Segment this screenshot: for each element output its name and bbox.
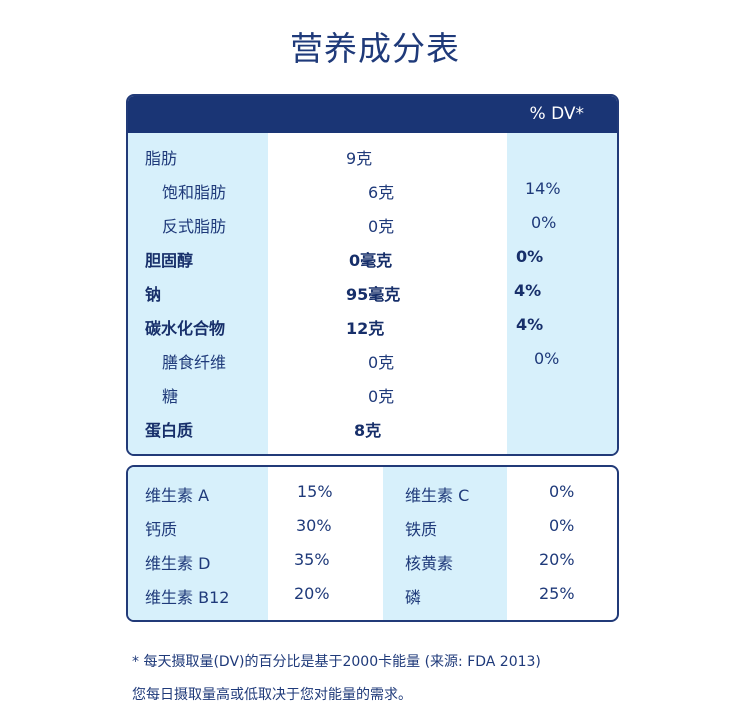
table-row: 糖 0克: [128, 376, 617, 410]
table-row: 维生素 D 35% 核黄素 20%: [128, 543, 617, 577]
nutrient-name: 胆固醇: [145, 251, 194, 270]
name-column-shading: [128, 133, 268, 454]
nutrient-amount: 12克: [346, 319, 385, 338]
table-row: 维生素 B12 20% 磷 25%: [128, 577, 617, 611]
nutrient-amount: 9克: [346, 149, 373, 168]
nutrient-dv: 14%: [525, 179, 561, 198]
nutrient-name: 脂肪: [145, 149, 178, 168]
table-row: 钙质 30% 铁质 0%: [128, 509, 617, 543]
vitamins-minerals-table: 维生素 A 15% 维生素 C 0% 钙质 30% 铁质 0% 维生素 D 35…: [126, 465, 619, 622]
nutrient-name: 糖: [162, 387, 179, 406]
vitamin-value: 30%: [296, 516, 332, 535]
nutrient-amount: 6克: [368, 183, 395, 202]
vitamin-value: 0%: [549, 516, 575, 535]
vitamin-value: 20%: [539, 550, 575, 569]
left-name-column-shading: [128, 467, 268, 620]
table-header: % DV*: [128, 96, 617, 133]
nutrient-name: 饱和脂肪: [162, 183, 227, 202]
nutrient-amount: 0克: [368, 217, 395, 236]
nutrient-amount: 0毫克: [349, 251, 393, 270]
vitamin-value: 25%: [539, 584, 575, 603]
nutrient-dv: 0%: [534, 349, 560, 368]
nutrient-amount: 0克: [368, 353, 395, 372]
nutrient-dv: 4%: [514, 281, 542, 300]
nutrient-amount: 8克: [354, 421, 382, 440]
vitamin-value: 0%: [549, 482, 575, 501]
nutrient-name: 膳食纤维: [162, 353, 227, 372]
nutrient-name: 钠: [145, 285, 162, 304]
vitamin-name: 铁质: [405, 520, 438, 539]
table-row: 饱和脂肪 6克 14%: [128, 172, 617, 206]
table-row: 钠 95毫克 4%: [128, 274, 617, 308]
nutrient-name: 碳水化合物: [145, 319, 226, 338]
vitamin-name: 钙质: [145, 520, 178, 539]
right-name-column-shading: [383, 467, 507, 620]
vitamin-name: 维生素 C: [405, 486, 470, 505]
dv-column-header: % DV*: [529, 104, 584, 124]
nutrient-amount: 0克: [368, 387, 395, 406]
table-row: 维生素 A 15% 维生素 C 0%: [128, 475, 617, 509]
vitamin-value: 20%: [294, 584, 330, 603]
nutrient-amount: 95毫克: [346, 285, 401, 304]
table-row: 膳食纤维 0克 0%: [128, 342, 617, 376]
vitamin-name: 磷: [405, 588, 422, 607]
nutrient-dv: 0%: [531, 213, 557, 232]
nutrient-name: 蛋白质: [145, 421, 194, 440]
vitamin-name: 维生素 B12: [145, 588, 230, 607]
energy-footnote: 您每日摄取量高或低取决于您对能量的需求。: [132, 687, 412, 703]
nutrition-facts-table: % DV* 脂肪 9克 饱和脂肪 6克 14% 反式脂肪 0克 0% 胆固醇 0…: [126, 94, 619, 456]
table-row: 碳水化合物 12克 4%: [128, 308, 617, 342]
page-title: 营养成分表: [290, 29, 460, 68]
dv-column-shading: [507, 133, 617, 454]
nutrient-name: 反式脂肪: [162, 217, 227, 236]
vitamin-name: 维生素 A: [145, 486, 210, 505]
nutrient-dv: 0%: [516, 247, 544, 266]
vitamin-value: 35%: [294, 550, 330, 569]
vitamin-name: 核黄素: [405, 554, 454, 573]
vitamin-value: 15%: [297, 482, 333, 501]
table-row: 脂肪 9克: [128, 138, 617, 172]
dv-footnote: * 每天摄取量(DV)的百分比是基于2000卡能量 (来源: FDA 2013): [132, 654, 541, 670]
table-row: 蛋白质 8克: [128, 410, 617, 444]
table-row: 胆固醇 0毫克 0%: [128, 240, 617, 274]
vitamin-name: 维生素 D: [145, 554, 211, 573]
table-row: 反式脂肪 0克 0%: [128, 206, 617, 240]
nutrient-dv: 4%: [516, 315, 544, 334]
